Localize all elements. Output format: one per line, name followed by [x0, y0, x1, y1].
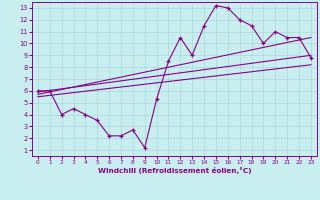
- X-axis label: Windchill (Refroidissement éolien,°C): Windchill (Refroidissement éolien,°C): [98, 167, 251, 174]
